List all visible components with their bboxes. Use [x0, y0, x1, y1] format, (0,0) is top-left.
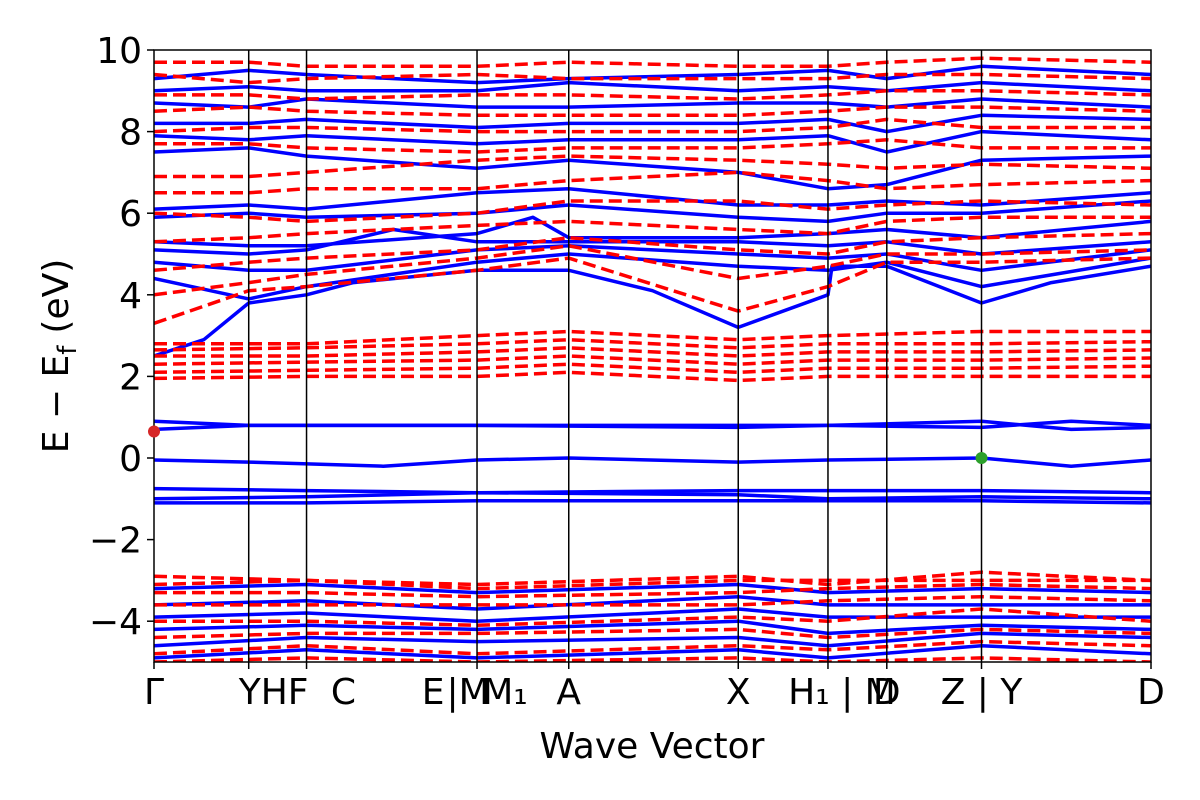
spin-up-band-11 [154, 419, 1151, 430]
x-tick-label: D [1137, 672, 1165, 713]
y-axis-title-sub: f [53, 345, 83, 355]
spin-up-band-6 [154, 499, 1151, 505]
spin-down-band-13 [154, 329, 1151, 346]
spin-down-band-15 [154, 244, 1151, 297]
x-tick-label: A [556, 672, 581, 713]
spin-down-band-10 [154, 354, 1151, 366]
spin-up-band-8 [154, 486, 1151, 495]
spin-up-band-9 [154, 456, 1151, 468]
spin-up-band-19 [154, 146, 1151, 191]
spin-down-band-12 [154, 337, 1151, 352]
spin-down-band-14 [154, 256, 1151, 326]
spin-down-band-24 [154, 89, 1151, 101]
spin-down-band-9 [154, 362, 1151, 375]
y-axis: −4 −2 0 2 4 6 8 10 [89, 31, 154, 643]
spin-down-band-25 [154, 72, 1151, 85]
y-tick-label: −2 [89, 521, 142, 562]
spin-down-band-8 [154, 370, 1151, 383]
spin-down-band-19 [154, 170, 1151, 195]
spin-down-band-18 [154, 199, 1151, 224]
y-tick-label: 8 [119, 113, 142, 154]
spin-up-band-17 [154, 199, 1151, 224]
spin-down-band-23 [154, 105, 1151, 118]
spin-down-band-17 [154, 215, 1151, 244]
y-tick-label: 4 [119, 276, 142, 317]
spin-down-band-16 [154, 231, 1151, 273]
x-tick-label: M₁ [482, 672, 528, 713]
spin-down-band-20 [154, 154, 1151, 179]
y-tick-label: −4 [89, 602, 142, 643]
x-tick-label: E [422, 672, 445, 713]
x-tick-label: |M [446, 672, 489, 713]
spin-down-band-21 [154, 138, 1151, 154]
x-tick-label: C [331, 672, 356, 713]
spin-down-band-22 [154, 117, 1151, 134]
bands-group [154, 56, 1151, 662]
x-tick-label: D [873, 672, 901, 713]
x-tick-label: Z | Y [941, 672, 1024, 713]
x-tick-label: Γ [144, 672, 164, 713]
y-tick-label: 10 [96, 31, 142, 72]
y-tick-label: 0 [119, 439, 142, 480]
y-tick-label: 2 [119, 357, 142, 398]
x-tick-label: YHF [238, 672, 309, 713]
high-symmetry-lines [247, 50, 983, 662]
plot-frame [153, 49, 1152, 663]
spin-up-band-12 [154, 264, 1151, 358]
y-axis-title-unit: (eV) [36, 259, 77, 334]
spin-up-band-1 [154, 631, 1151, 648]
band-edge-marker-0 [148, 425, 160, 438]
x-tick-label: H₁ | M [788, 672, 896, 713]
spin-up-band-22 [154, 97, 1151, 109]
spin-up-band-18 [154, 186, 1151, 211]
spin-down-band-11 [154, 346, 1151, 358]
spin-up-band-7 [154, 490, 1151, 501]
band-edge-marker-1 [975, 452, 988, 464]
spin-down-band-26 [154, 56, 1151, 69]
y-axis-title: E − Ef (eV) [36, 259, 83, 454]
y-tick-label: 6 [119, 194, 142, 235]
x-axis-title: Wave Vector [540, 726, 765, 767]
spin-up-band-13 [154, 252, 1151, 301]
spin-up-band-24 [154, 64, 1151, 85]
spin-up-band-23 [154, 80, 1151, 93]
y-axis-title-main: E − E [36, 355, 77, 454]
x-tick-label: X [726, 672, 751, 713]
spin-up-band-20 [154, 129, 1151, 154]
